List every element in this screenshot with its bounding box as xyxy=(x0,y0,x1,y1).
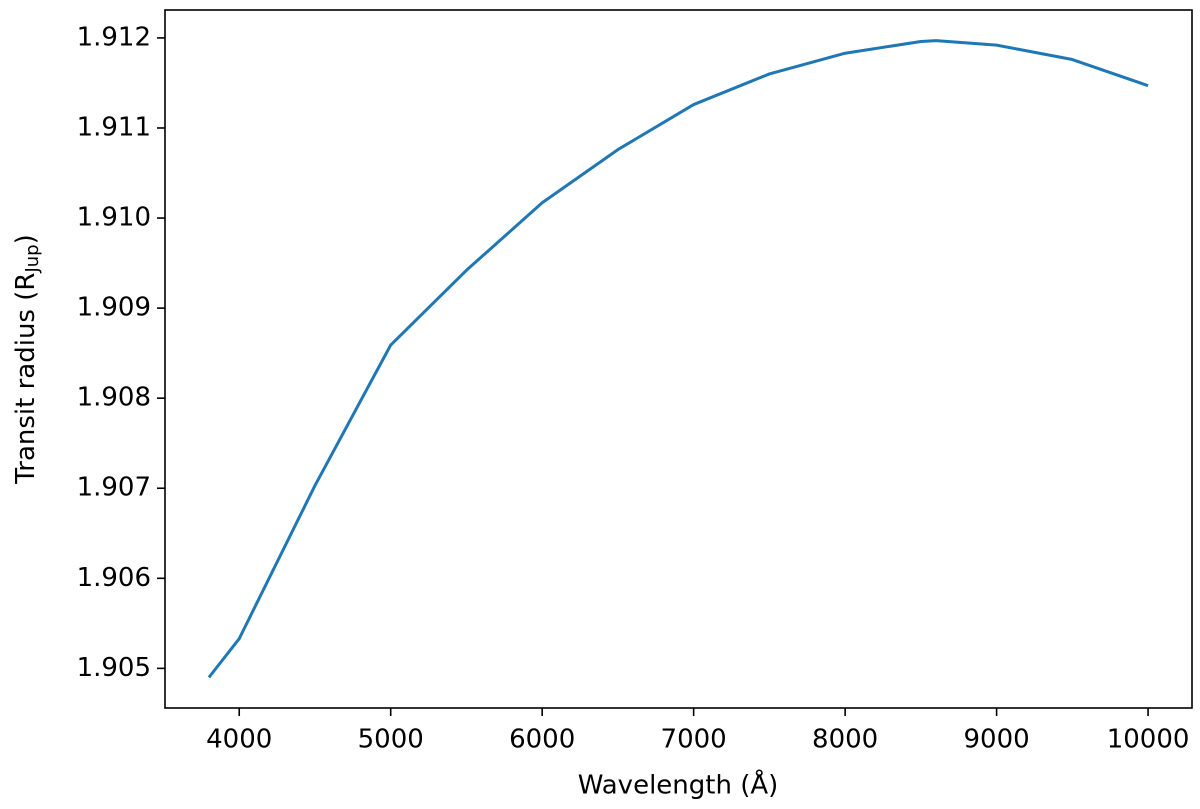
x-tick-label: 8000 xyxy=(812,725,878,755)
y-tick-label: 1.911 xyxy=(77,112,151,142)
y-tick-label: 1.907 xyxy=(77,473,151,503)
y-axis-label-subscript: Jup xyxy=(22,244,43,273)
x-tick-label: 5000 xyxy=(358,725,424,755)
plot-frame xyxy=(164,9,1193,709)
x-tick-label: 4000 xyxy=(206,725,272,755)
x-tick-label: 7000 xyxy=(661,725,727,755)
x-tick-label: 10000 xyxy=(1107,725,1190,755)
y-axis-label-main: Transit radius (R xyxy=(11,273,41,485)
line-series xyxy=(207,39,1149,679)
x-tick-label: 9000 xyxy=(964,725,1030,755)
x-axis-label: Wavelength (Å) xyxy=(578,769,779,801)
y-tick-label: 1.905 xyxy=(77,653,151,683)
y-tick-label: 1.906 xyxy=(77,563,151,593)
y-tick-label: 1.910 xyxy=(77,203,151,233)
x-tick-label: 6000 xyxy=(509,725,575,755)
y-axis-label-end: ) xyxy=(11,234,41,244)
y-axis-label: Transit radius (RJup) xyxy=(11,234,44,485)
y-tick-label: 1.908 xyxy=(77,383,151,413)
y-tick-label: 1.909 xyxy=(77,293,151,323)
y-tick-label: 1.912 xyxy=(77,22,151,52)
